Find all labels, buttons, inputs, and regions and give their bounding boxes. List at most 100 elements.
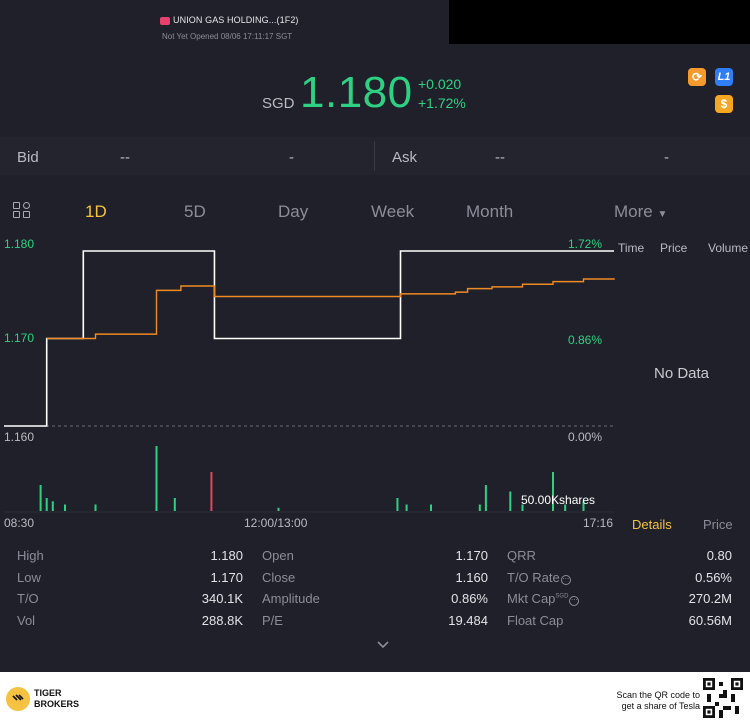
volume-bar bbox=[582, 501, 585, 511]
qr-caption-line: get a share of Tesla bbox=[621, 701, 700, 711]
last-price: 1.180 bbox=[300, 68, 413, 117]
volume-bar bbox=[405, 504, 408, 511]
tab-1d[interactable]: 1D bbox=[85, 202, 107, 221]
trades-empty-state: No Data bbox=[654, 365, 710, 382]
layout-grid-icon[interactable] bbox=[13, 202, 31, 218]
bid-label: Bid bbox=[17, 149, 39, 166]
stat-label: Open bbox=[262, 548, 294, 563]
volume-bar bbox=[430, 504, 432, 511]
stat-label: Low bbox=[17, 570, 41, 585]
qr-code-icon[interactable] bbox=[703, 678, 743, 718]
brand-line: BROKERS bbox=[34, 699, 80, 709]
change-value: +0.020 bbox=[418, 76, 462, 92]
y-label-mid: 1.170 bbox=[4, 331, 35, 345]
change-percent: +1.72% bbox=[418, 95, 466, 111]
currency-superscript: SGD bbox=[555, 593, 569, 600]
qr-caption-line: Scan the QR code to bbox=[616, 690, 700, 700]
stat-value: 1.180 bbox=[210, 548, 243, 563]
volume-bar bbox=[277, 507, 280, 511]
stat-value: 288.8K bbox=[201, 613, 243, 628]
stat-value: 1.160 bbox=[455, 570, 488, 585]
tab-week[interactable]: Week bbox=[371, 202, 415, 221]
tab-day[interactable]: Day bbox=[278, 202, 309, 221]
expand-chevron-icon[interactable] bbox=[376, 640, 390, 650]
trades-col-price: Price bbox=[660, 241, 688, 255]
tab-details[interactable]: Details bbox=[632, 517, 672, 532]
period-tabs bbox=[0, 184, 750, 236]
trades-col-volume: Volume bbox=[708, 241, 749, 255]
volume-bar bbox=[509, 491, 512, 511]
ask-price: -- bbox=[495, 149, 505, 166]
brand-name: TIGER BROKERS bbox=[34, 688, 79, 710]
y-label-bottom: 1.160 bbox=[4, 430, 35, 444]
tab-price[interactable]: Price bbox=[703, 517, 733, 532]
volume-bar bbox=[396, 498, 399, 511]
stat-label: Float Cap bbox=[507, 613, 564, 628]
market-status: Not Yet Opened 08/06 17:11:17 SGT bbox=[162, 32, 293, 41]
currency-label: SGD bbox=[262, 95, 295, 112]
stat-value: 0.80 bbox=[706, 548, 732, 563]
stat-label: P/E bbox=[262, 613, 283, 628]
bid-size: - bbox=[289, 149, 294, 166]
stat-label: T/O bbox=[17, 591, 39, 606]
price-line bbox=[4, 250, 614, 427]
y-label-top: 1.180 bbox=[4, 237, 35, 251]
tab-month[interactable]: Month bbox=[466, 202, 514, 221]
tab-more-label: More bbox=[614, 202, 653, 221]
stat-label: Mkt Cap bbox=[507, 591, 556, 606]
stat-label: Vol bbox=[17, 613, 36, 628]
stat-value: 1.170 bbox=[210, 570, 243, 585]
tab-5d[interactable]: 5D bbox=[184, 202, 206, 221]
stat-value: 60.56M bbox=[688, 613, 732, 628]
dollar-icon[interactable]: $ bbox=[715, 95, 733, 113]
volume-bar bbox=[94, 504, 97, 511]
volume-scale-label: 50.00Kshares bbox=[521, 493, 596, 507]
trades-col-time: Time bbox=[618, 241, 645, 255]
volume-bar bbox=[51, 501, 54, 511]
info-icon[interactable]: ⋯ bbox=[569, 596, 580, 606]
stat-label-with-info[interactable]: T/O Rate ⋯ bbox=[507, 570, 571, 585]
volume-bar bbox=[210, 472, 213, 511]
status-overlay bbox=[449, 0, 750, 44]
stat-label: Amplitude bbox=[262, 591, 320, 606]
chevron-down-icon: ▼ bbox=[657, 209, 668, 220]
stock-name[interactable]: UNION GAS HOLDING...(1F2) bbox=[173, 15, 299, 25]
stats-panel: High 1.180 Low 1.170 T/O 340.1K Vol 288.… bbox=[0, 540, 750, 660]
refresh-icon[interactable]: ⟳ bbox=[688, 68, 706, 86]
x-label-mid: 12:00/13:00 bbox=[244, 516, 308, 530]
volume-bar bbox=[521, 504, 524, 511]
pct-label-top: 1.72% bbox=[568, 237, 603, 251]
bid-ask-row: Bid -- - Ask -- - bbox=[0, 137, 750, 175]
stat-label: Close bbox=[262, 570, 296, 585]
price-lines bbox=[4, 250, 615, 427]
qr-caption: Scan the QR code to get a share of Tesla bbox=[560, 690, 700, 712]
stat-label: High bbox=[17, 548, 44, 563]
level1-icon[interactable]: L1 bbox=[715, 68, 733, 86]
stat-value: 270.2M bbox=[688, 591, 732, 606]
volume-bar bbox=[155, 446, 158, 511]
stat-label-with-info[interactable]: Mkt CapSGD⋯ bbox=[507, 591, 580, 606]
bid-price: -- bbox=[120, 149, 130, 166]
stat-value: 19.484 bbox=[448, 613, 488, 628]
bid-ask-divider bbox=[374, 141, 375, 171]
price-change: +0.020 +1.72% bbox=[418, 75, 466, 113]
footer-banner bbox=[0, 672, 750, 727]
ask-size: - bbox=[664, 149, 669, 166]
volume-bar bbox=[45, 498, 48, 511]
brand-line: TIGER bbox=[34, 688, 62, 698]
pct-label-bottom: 0.00% bbox=[568, 430, 603, 444]
stat-value: 0.56% bbox=[695, 570, 732, 585]
tab-more[interactable]: More ▼ bbox=[614, 202, 667, 222]
stat-label: QRR bbox=[507, 548, 536, 563]
volume-bar bbox=[478, 504, 481, 511]
volume-bar bbox=[173, 498, 176, 511]
tiger-logo-icon bbox=[6, 687, 30, 711]
info-icon[interactable]: ⋯ bbox=[560, 575, 571, 585]
stat-value: 1.170 bbox=[455, 548, 488, 563]
intraday-chart[interactable] bbox=[0, 236, 620, 526]
volume-bar bbox=[552, 472, 554, 511]
ask-label: Ask bbox=[392, 149, 418, 166]
volume-bar bbox=[564, 504, 567, 511]
x-label-start: 08:30 bbox=[4, 516, 35, 530]
stat-value: 340.1K bbox=[201, 591, 243, 606]
